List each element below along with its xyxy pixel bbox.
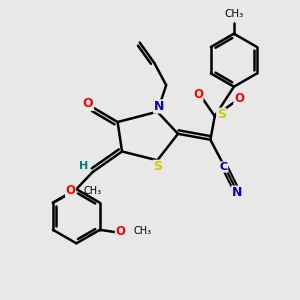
Text: CH₃: CH₃ — [224, 9, 244, 19]
Text: S: S — [217, 108, 226, 121]
Text: CH₃: CH₃ — [83, 186, 101, 196]
Text: O: O — [234, 92, 244, 105]
Text: N: N — [154, 100, 164, 113]
Text: H: H — [79, 160, 88, 171]
Text: CH₃: CH₃ — [133, 226, 151, 236]
Text: O: O — [83, 97, 94, 110]
Text: O: O — [193, 88, 203, 100]
Text: C: C — [220, 162, 228, 172]
Text: O: O — [66, 184, 76, 197]
Text: S: S — [153, 160, 162, 173]
Text: O: O — [116, 225, 125, 238]
Text: N: N — [232, 186, 242, 199]
